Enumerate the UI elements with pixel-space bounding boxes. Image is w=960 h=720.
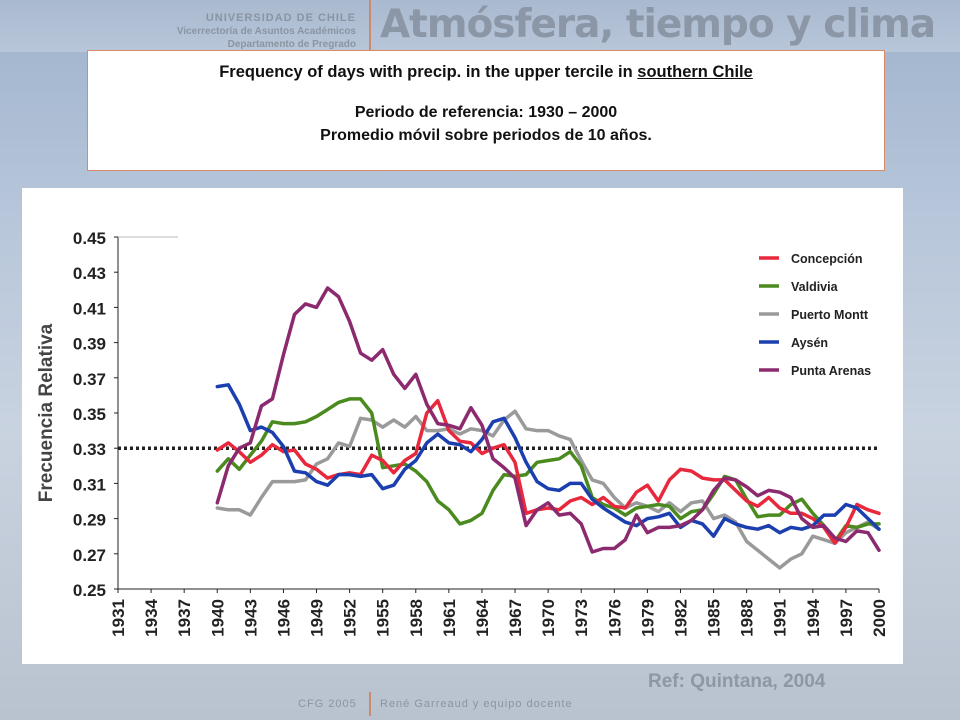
footer-divider: [369, 692, 371, 716]
x-tick-label: 1964: [473, 598, 492, 636]
y-tick-label: 0.41: [73, 299, 106, 318]
chart-title: Frequency of days with precip. in the up…: [88, 63, 884, 82]
x-tick-label: 1934: [142, 598, 161, 636]
x-tick-label: 1982: [671, 599, 690, 637]
footer: CFG 2005 René Garreaud y equipo docente: [0, 690, 960, 720]
reference-period: Periodo de referencia: 1930 – 2000: [354, 104, 618, 121]
university-block: UNIVERSIDAD DE CHILE Vicerrectoría de As…: [150, 12, 356, 51]
y-tick-label: 0.43: [73, 264, 106, 283]
series-line-concepcion: [215, 398, 881, 545]
y-tick-label: 0.31: [73, 475, 106, 494]
x-tick-label: 1967: [506, 599, 525, 637]
series-line-aysen: [215, 383, 881, 538]
legend-label: Aysén: [791, 336, 828, 350]
y-tick-label: 0.33: [73, 440, 106, 459]
y-tick-label: 0.45: [73, 229, 106, 248]
x-tick-label: 1985: [705, 599, 724, 637]
x-tick-label: 1970: [539, 599, 558, 637]
x-tick-label: 1994: [804, 598, 823, 636]
vicerrectoria-name: Vicerrectoría de Asuntos Académicos: [176, 26, 356, 37]
legend-label: Valdivia: [791, 280, 839, 294]
x-tick-label: 1961: [440, 599, 459, 637]
header-band: [0, 0, 960, 52]
x-tick-label: 1979: [638, 599, 657, 637]
x-tick-label: 1937: [175, 599, 194, 637]
x-tick-label: 1997: [837, 599, 856, 637]
header-divider: [369, 0, 371, 52]
x-tick-label: 1991: [771, 599, 790, 637]
y-tick-label: 0.25: [73, 581, 106, 600]
moving-average-note: Promedio móvil sobre periodos de 10 años…: [320, 127, 652, 144]
x-tick-label: 2000: [870, 599, 889, 637]
series-line-punta-arenas: [215, 286, 881, 554]
course-title: Atmósfera, tiempo y clima: [380, 2, 936, 47]
legend-label: Punta Arenas: [791, 364, 871, 378]
legend-label: Puerto Montt: [791, 308, 869, 322]
x-tick-label: 1952: [341, 599, 360, 637]
series-line-valdivia: [215, 397, 881, 544]
frequency-chart: 0.25 0.27 0.29 0.31 0.33 0.35 0.37 0.39 0.41 0.43…: [36, 229, 889, 637]
x-tick-label: 1973: [572, 599, 591, 637]
chart-title-region: southern Chile: [637, 63, 753, 81]
x-tick-label: 1931: [109, 599, 128, 637]
x-tick-label: 1955: [374, 599, 393, 637]
footer-authors: René Garreaud y equipo docente: [380, 698, 573, 710]
x-tick-label: 1940: [208, 599, 227, 637]
reference-citation: Ref: Quintana, 2004: [648, 671, 826, 692]
y-tick-label: 0.29: [73, 511, 106, 530]
x-tick-label: 1943: [241, 599, 260, 637]
y-tick-label: 0.27: [73, 546, 106, 565]
x-tick-label: 1988: [738, 599, 757, 637]
y-tick-label: 0.35: [73, 405, 106, 424]
university-name: UNIVERSIDAD DE CHILE: [205, 12, 356, 24]
x-tick-label: 1958: [407, 599, 426, 637]
y-tick-label: 0.39: [73, 335, 106, 354]
chart-panel: 0.25 0.27 0.29 0.31 0.33 0.35 0.37 0.39 0.41 0.43…: [22, 188, 903, 664]
department-name: Departamento de Pregrado: [227, 39, 356, 50]
chart-title-box: Frequency of days with precip. in the up…: [87, 50, 885, 171]
y-axis-label: Frecuencia Relativa: [36, 323, 57, 502]
y-tick-label: 0.37: [73, 370, 106, 389]
chart-title-prefix: Frequency of days with precip. in the up…: [219, 63, 638, 81]
footer-course-code: CFG 2005: [298, 698, 357, 710]
x-tick-label: 1949: [308, 599, 327, 637]
x-tick-label: 1946: [274, 599, 293, 637]
series-line-puerto-montt: [215, 409, 881, 570]
legend-label: Concepción: [791, 252, 863, 266]
x-tick-label: 1976: [605, 599, 624, 637]
